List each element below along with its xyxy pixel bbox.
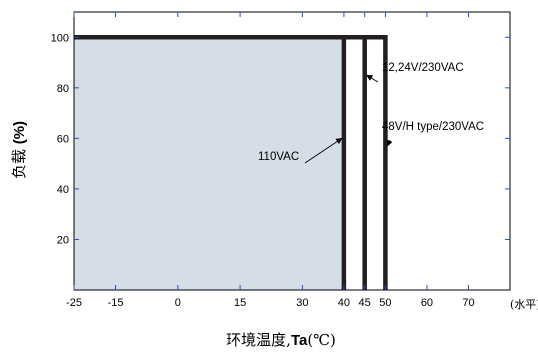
annotation-arrow-0 [304, 137, 343, 164]
x-tick-label: -25 [66, 297, 82, 309]
annotation-label-1: 12,24V/230VAC [382, 62, 464, 74]
x-axis-title-bold: Ta [291, 332, 308, 349]
x-axis-title-main: 环境温度, [226, 331, 291, 349]
x-tick-label: -15 [108, 297, 124, 309]
x-tick-label: 50 [379, 297, 391, 309]
x-tick-label: 45 [359, 297, 371, 309]
x-tick-label: 30 [296, 297, 308, 309]
x-tick-label: 0 [175, 297, 181, 309]
shaded-region-layer [74, 37, 344, 290]
annotation-arrow-2 [386, 139, 393, 147]
series-layer [74, 35, 388, 290]
shaded-derating-area [74, 37, 344, 290]
x-axis-unit: (水平) [510, 298, 538, 311]
annotation-label-2: 48V/H type/230VAC [382, 121, 484, 133]
x-tick-label: 40 [338, 297, 350, 309]
y-tick-label: 100 [51, 32, 69, 44]
y-axis-title-bold: (%) [11, 121, 28, 144]
annotation-layer: 110VAC 12,24V/230VAC 48V/H type/230VAC [258, 62, 484, 164]
y-axis-title: 负载 (%) [10, 121, 28, 179]
plot-frame [73, 11, 511, 291]
x-axis-title: 环境温度,Ta(℃) [226, 331, 336, 349]
x-tick-label: 70 [462, 297, 474, 309]
tick-label-layer: -25 -15 0 15 30 40 45 50 60 70 20 40 60 80 100 [51, 32, 475, 309]
annotation-label-0: 110VAC [258, 151, 299, 163]
annotation-arrow-1 [366, 74, 379, 83]
tick-layer [73, 12, 510, 290]
y-tick-label: 60 [57, 133, 69, 145]
y-tick-label: 80 [57, 83, 69, 95]
series-line-2 [74, 35, 388, 290]
y-tick-label: 40 [57, 184, 69, 196]
x-axis-title-unit: (℃) [307, 331, 335, 349]
y-axis-title-main: 负载 [10, 144, 28, 179]
x-tick-label: 60 [421, 297, 433, 309]
x-tick-label: 15 [234, 297, 246, 309]
plot-frame-layer [73, 11, 511, 291]
y-tick-label: 20 [57, 234, 69, 246]
